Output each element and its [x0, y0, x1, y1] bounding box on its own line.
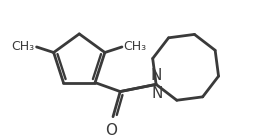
Text: CH₃: CH₃ — [12, 40, 35, 53]
Text: N: N — [151, 86, 163, 101]
Text: N: N — [150, 69, 162, 84]
Text: CH₃: CH₃ — [124, 40, 147, 53]
Text: O: O — [105, 123, 117, 138]
